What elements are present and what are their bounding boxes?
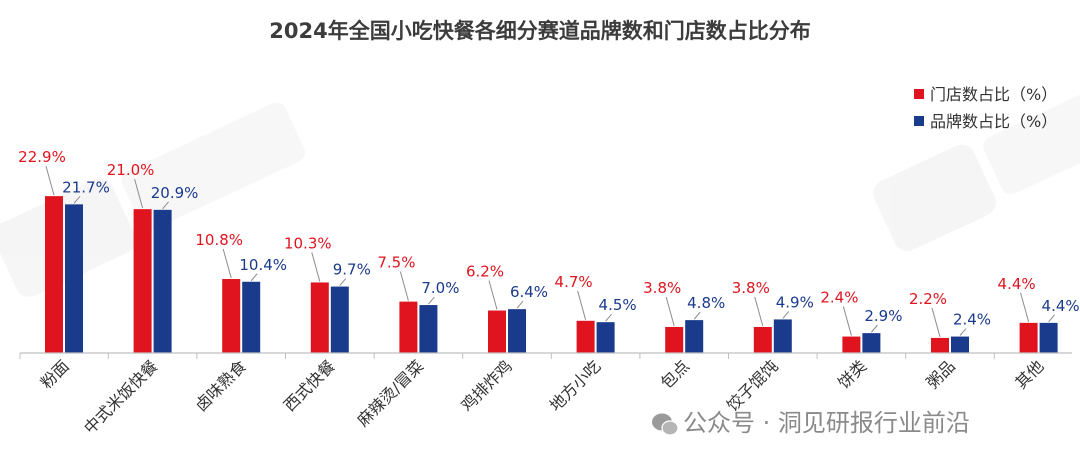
- leader-line-brand-10: [959, 328, 967, 336]
- data-label-brand-0: 21.7%: [62, 178, 110, 196]
- bar-brand-10: [951, 336, 969, 353]
- watermark: 公众号 · 洞见研报行业前沿: [652, 409, 970, 437]
- bar-store-4: [399, 301, 418, 353]
- leader-line-store-6: [577, 290, 587, 320]
- x-tick-label-2: 卤味熟食: [191, 356, 250, 415]
- data-label-store-7: 3.8%: [643, 279, 681, 297]
- leader-line-store-1: [134, 179, 144, 209]
- data-label-brand-4: 7.0%: [421, 279, 459, 297]
- data-label-brand-2: 10.4%: [239, 256, 287, 274]
- bar-brand-11: [1039, 322, 1058, 353]
- data-label-brand-9: 2.9%: [864, 307, 902, 325]
- leader-line-store-5: [488, 280, 498, 310]
- leader-line-store-2: [222, 248, 232, 279]
- legend-swatch-store: [914, 89, 924, 99]
- data-label-brand-11: 4.4%: [1042, 297, 1080, 315]
- data-label-brand-1: 20.9%: [151, 184, 199, 202]
- data-label-brand-3: 9.7%: [333, 261, 371, 279]
- plot-area: 22.9% 21.7%21.0% 20.9% 10.8% 10.4% 10.3%9.7% 7…: [18, 148, 1080, 353]
- bar-brand-1: [153, 209, 172, 353]
- leader-line-store-8: [754, 296, 764, 327]
- bar-store-0: [45, 196, 63, 353]
- data-label-store-2: 10.8%: [195, 231, 243, 249]
- bar-brand-3: [330, 286, 349, 353]
- data-label-store-10: 2.2%: [909, 290, 947, 308]
- data-label-store-6: 4.7%: [555, 273, 593, 291]
- bar-brand-4: [419, 305, 438, 353]
- legend-label-brand: 品牌数占比（%）: [930, 112, 1057, 131]
- bar-brand-8: [773, 319, 792, 353]
- leader-line-brand-1: [162, 201, 169, 210]
- data-label-brand-7: 4.8%: [687, 294, 725, 312]
- data-label-brand-10: 2.4%: [953, 311, 991, 329]
- bar-brand-9: [862, 333, 881, 353]
- leader-line-brand-7: [693, 311, 701, 320]
- bar-store-5: [488, 310, 506, 353]
- data-label-brand-6: 4.5%: [599, 296, 637, 314]
- data-label-store-9: 2.4%: [820, 289, 858, 307]
- legend-label-store: 门店数占比（%）: [930, 85, 1057, 104]
- bar-store-11: [1019, 322, 1038, 353]
- chart-title: 2024年全国小吃快餐各细分赛道品牌数和门店数占比分布: [269, 19, 810, 43]
- x-tick-label-8: 饺子馄饨: [723, 356, 782, 415]
- bar-store-3: [310, 282, 329, 353]
- data-label-store-0: 22.9%: [18, 148, 66, 166]
- bar-brand-5: [508, 309, 526, 353]
- data-label-brand-8: 4.9%: [776, 293, 814, 311]
- leader-line-brand-8: [782, 311, 790, 319]
- data-label-store-5: 6.2%: [466, 263, 504, 281]
- leader-line-store-11: [1020, 292, 1030, 322]
- leader-line-brand-2: [250, 273, 258, 282]
- x-tick-label-6: 地方小吃: [546, 356, 605, 415]
- watermark-logo-graphics: [0, 85, 1080, 298]
- bar-brand-0: [65, 204, 83, 353]
- data-label-store-1: 21.0%: [107, 161, 155, 179]
- x-tick-label-10: 粥品: [923, 356, 959, 392]
- leader-line-brand-0: [73, 196, 81, 204]
- legend: 门店数占比（%） 品牌数占比（%）: [914, 85, 1057, 131]
- bar-store-2: [222, 279, 241, 353]
- bar-brand-6: [596, 322, 615, 353]
- bar-brand-2: [242, 281, 261, 353]
- leader-line-brand-11: [1048, 314, 1055, 323]
- data-label-store-4: 7.5%: [377, 254, 415, 272]
- leader-line-brand-9: [871, 324, 878, 333]
- leader-line-brand-4: [428, 296, 435, 305]
- x-tick-label-1: 中式米饭快餐: [80, 356, 161, 437]
- data-label-store-8: 3.8%: [732, 279, 770, 297]
- x-tick-label-4: 麻辣烫/冒菜: [353, 356, 427, 430]
- bar-store-1: [133, 209, 152, 353]
- wechat-icon: [652, 413, 679, 436]
- data-label-store-3: 10.3%: [284, 234, 332, 252]
- leader-line-store-9: [842, 306, 852, 336]
- x-tick-label-9: 饼类: [834, 356, 870, 392]
- data-label-store-11: 4.4%: [998, 275, 1036, 293]
- leader-line-brand-6: [605, 313, 612, 322]
- bar-store-10: [931, 337, 949, 353]
- bar-store-6: [576, 320, 595, 353]
- bar-store-7: [665, 326, 684, 353]
- watermark-text: 公众号 · 洞见研报行业前沿: [683, 409, 970, 437]
- leader-line-store-4: [399, 271, 409, 301]
- leader-line-store-0: [45, 166, 55, 196]
- legend-swatch-brand: [914, 116, 924, 126]
- leader-line-brand-5: [516, 300, 524, 309]
- leader-line-store-10: [931, 307, 941, 338]
- leader-line-brand-3: [339, 278, 347, 286]
- bar-store-8: [753, 326, 772, 353]
- x-tick-label-0: 粉面: [37, 356, 73, 392]
- x-tick-label-11: 其他: [1011, 356, 1047, 392]
- x-tick-label-5: 鸡排炸鸡: [457, 356, 516, 415]
- leader-line-store-3: [311, 252, 321, 282]
- bar-store-9: [842, 336, 861, 353]
- leader-line-store-7: [665, 296, 675, 327]
- data-label-brand-5: 6.4%: [510, 283, 548, 301]
- x-tick-label-7: 包点: [657, 356, 693, 392]
- bar-brand-7: [685, 320, 704, 353]
- x-tick-label-3: 西式快餐: [280, 356, 339, 415]
